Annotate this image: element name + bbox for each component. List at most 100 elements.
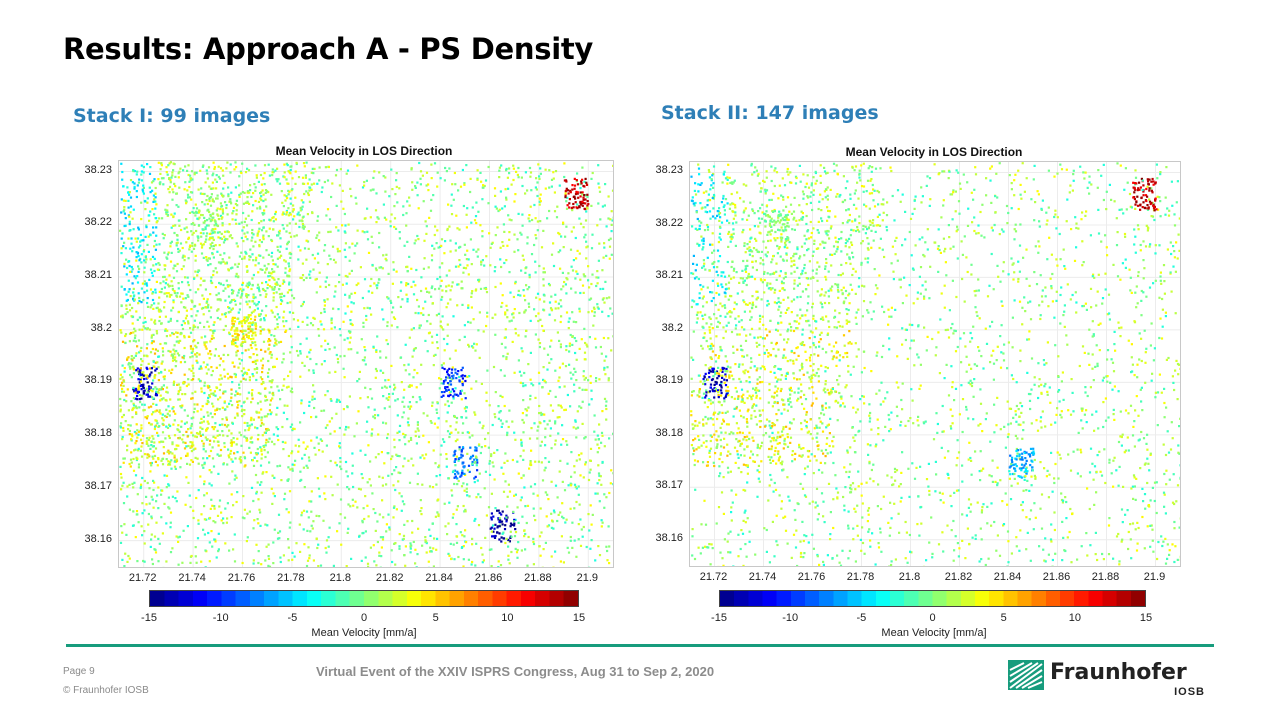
scatter-point (254, 189, 257, 192)
scatter-point (154, 460, 157, 463)
scatter-point (543, 347, 546, 350)
scatter-point (350, 301, 353, 304)
scatter-point (406, 200, 409, 203)
scatter-point (250, 486, 254, 489)
scatter-point (460, 448, 463, 451)
scatter-point (177, 437, 180, 440)
scatter-point (419, 383, 422, 386)
scatter-point (294, 444, 297, 447)
scatter-point (447, 203, 450, 206)
scatter-point (191, 367, 195, 370)
scatter-point (303, 453, 306, 456)
scatter-point (363, 217, 366, 220)
scatter-point (330, 417, 334, 420)
scatter-point (582, 375, 585, 378)
scatter-point (539, 167, 542, 170)
scatter-point (213, 538, 216, 541)
scatter-point (178, 430, 181, 433)
scatter-point (484, 470, 487, 473)
scatter-point (130, 461, 133, 464)
scatter-point (446, 386, 449, 389)
scatter-point (140, 301, 143, 304)
scatter-point (310, 171, 313, 174)
scatter-point (461, 534, 464, 537)
scatter-point (489, 264, 492, 267)
scatter-point (146, 201, 149, 204)
scatter-point (305, 337, 308, 340)
scatter-point (195, 432, 199, 435)
scatter-point (154, 548, 157, 551)
scatter-point (275, 357, 278, 360)
scatter-point (513, 524, 516, 527)
scatter-point (318, 495, 321, 498)
scatter-point (468, 470, 471, 473)
scatter-point (165, 335, 168, 338)
scatter-point (209, 329, 212, 332)
scatter-point (605, 355, 608, 358)
scatter-point (140, 358, 143, 361)
scatter-point (290, 335, 293, 338)
scatter-point (506, 433, 509, 437)
scatter-point (586, 200, 589, 203)
scatter-point (353, 252, 356, 255)
scatter-point (226, 213, 229, 216)
scatter-point (260, 229, 264, 232)
scatter-point (230, 458, 233, 461)
scatter-point (495, 207, 498, 210)
scatter-point (463, 510, 466, 513)
scatter-point (434, 225, 437, 228)
scatter-point (246, 335, 249, 338)
scatter-point (136, 252, 139, 255)
scatter-point (256, 303, 259, 306)
scatter-point (230, 444, 233, 447)
scatter-point (120, 476, 123, 479)
scatter-point (191, 244, 194, 247)
scatter-point (263, 431, 266, 434)
scatter-point (240, 459, 243, 463)
scatter-point (289, 202, 292, 205)
scatter-point (542, 308, 545, 311)
scatter-point (561, 480, 564, 483)
scatter-point (257, 416, 260, 419)
scatter-point (432, 354, 436, 357)
scatter-point (171, 354, 174, 358)
scatter-point (362, 325, 365, 328)
scatter-point (349, 187, 352, 190)
scatter-point (264, 455, 267, 459)
scatter-point (490, 516, 493, 519)
scatter-point (134, 334, 137, 337)
scatter-point (254, 259, 258, 262)
scatter-point (452, 395, 455, 398)
scatter-point (464, 508, 467, 511)
scatter-point (213, 329, 216, 332)
scatter-point (381, 386, 384, 389)
scatter-point (174, 365, 177, 368)
scatter-point (470, 221, 473, 224)
scatter-point (430, 259, 434, 262)
scatter-point (142, 383, 145, 386)
scatter-point (256, 438, 260, 441)
scatter-point (131, 322, 134, 325)
scatter-point (252, 562, 255, 565)
scatter-point (424, 287, 428, 290)
scatter-point (175, 360, 178, 363)
scatter-point (221, 212, 225, 215)
scatter-point (223, 230, 227, 233)
scatter-point (211, 252, 214, 255)
scatter-point (188, 494, 191, 497)
scatter-point (555, 216, 559, 219)
scatter-point (544, 427, 547, 430)
scatter-point (130, 242, 133, 245)
scatter-point (128, 429, 131, 433)
scatter-point (203, 341, 206, 344)
scatter-point (167, 251, 170, 254)
scatter-point (199, 475, 202, 478)
scatter-point (153, 239, 156, 243)
scatter-point (429, 534, 432, 537)
scatter-point (461, 471, 464, 474)
scatter-point (126, 266, 129, 270)
scatter-point (539, 318, 542, 321)
scatter-point (120, 247, 123, 250)
scatter-point (179, 339, 182, 342)
scatter-point (221, 222, 224, 225)
